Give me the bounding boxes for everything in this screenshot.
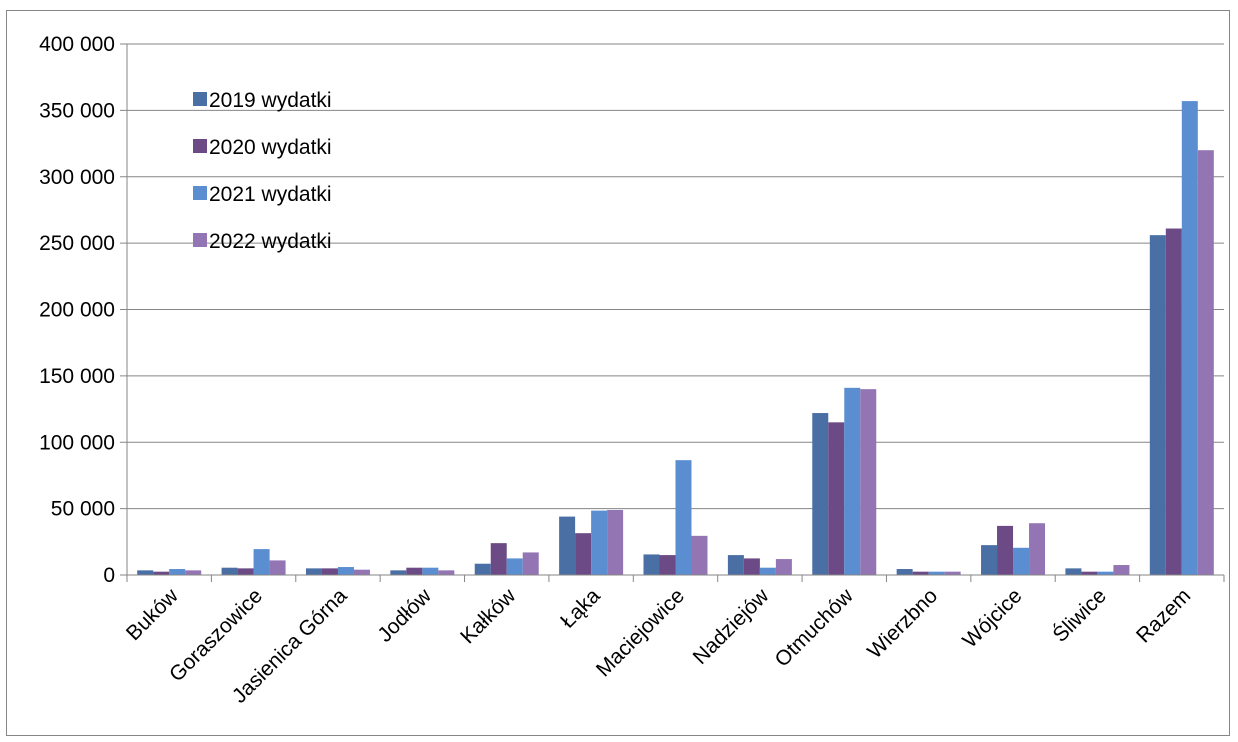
bar <box>390 570 407 575</box>
bar <box>305 568 322 575</box>
bar <box>1013 547 1030 575</box>
x-tick-label: Jodłów <box>373 584 436 647</box>
bar <box>1065 568 1082 575</box>
bar <box>1165 228 1182 575</box>
bar <box>575 533 592 575</box>
bar <box>474 563 491 575</box>
x-tick-label: Śliwice <box>1048 584 1111 647</box>
x-tick-label: Łąka <box>556 584 605 633</box>
bar <box>691 535 708 575</box>
y-tick-label: 150 000 <box>39 365 115 388</box>
legend-swatch <box>193 233 207 247</box>
bar <box>1029 523 1046 575</box>
legend-label: 2020 wydatki <box>209 136 332 159</box>
bars <box>137 101 1214 576</box>
bar <box>1181 101 1198 576</box>
x-tick-label: Wierzbno <box>863 584 942 663</box>
bar <box>506 558 523 575</box>
bar <box>353 569 370 575</box>
bar <box>812 413 829 575</box>
bar <box>137 570 154 575</box>
bar <box>659 555 676 575</box>
bar <box>522 552 539 575</box>
bar <box>896 569 913 575</box>
bar <box>1081 571 1098 575</box>
legend-label: 2019 wydatki <box>209 89 332 112</box>
bar <box>844 387 861 575</box>
bar <box>607 509 624 575</box>
bar <box>860 389 877 575</box>
x-tick-label: Razem <box>1132 584 1195 647</box>
x-tick-label: Buków <box>122 584 183 645</box>
bar <box>321 568 338 575</box>
bar <box>759 567 776 575</box>
bar <box>237 568 254 575</box>
bar <box>828 422 845 575</box>
legend-label: 2021 wydatki <box>209 183 332 206</box>
bar <box>643 554 660 575</box>
bar <box>675 460 692 575</box>
bar <box>559 516 576 575</box>
y-tick-label: 50 000 <box>51 498 115 521</box>
y-tick-labels: 0 50 000 100 000 150 000 200 000 250 000 300 0… <box>39 33 115 587</box>
x-tick-label: Otmuchów <box>771 584 859 672</box>
bar <box>253 549 270 575</box>
bar <box>438 570 455 575</box>
bar <box>1113 565 1130 575</box>
y-tick-label: 300 000 <box>39 166 115 189</box>
bar <box>169 569 186 575</box>
legend: 2019 wydatki 2020 wydatki 2021 wydatki 2022… <box>193 89 332 253</box>
chart-frame <box>6 10 1230 736</box>
y-tick-label: 350 000 <box>39 99 115 122</box>
y-tick-label: 100 000 <box>39 431 115 454</box>
bar <box>944 571 961 575</box>
bar <box>153 571 170 575</box>
legend-swatch <box>193 92 207 106</box>
y-tick-label: 250 000 <box>39 232 115 255</box>
bar <box>337 567 354 575</box>
bar <box>981 545 998 575</box>
bar <box>591 510 608 575</box>
bar <box>1149 235 1166 575</box>
axes <box>120 43 1225 582</box>
y-tick-label: 400 000 <box>39 33 115 56</box>
bar <box>928 571 945 575</box>
bar <box>269 560 286 575</box>
bar <box>1097 571 1114 575</box>
bar <box>727 555 744 575</box>
y-tick-label: 0 <box>103 564 115 587</box>
legend-swatch <box>193 186 207 200</box>
bar <box>422 567 439 575</box>
bar <box>1197 150 1214 575</box>
bar <box>185 570 202 575</box>
x-tick-label: Wójcice <box>958 584 1026 652</box>
bar <box>743 558 760 575</box>
bar <box>490 543 507 575</box>
gridlines <box>127 43 1224 510</box>
bar <box>997 525 1014 575</box>
x-tick-label: Maciejowice <box>592 584 689 681</box>
legend-label: 2022 wydatki <box>209 230 332 253</box>
bar <box>221 567 238 575</box>
bar <box>406 567 423 575</box>
bar <box>775 559 792 575</box>
y-tick-label: 200 000 <box>39 299 115 322</box>
x-tick-label: Nadziejów <box>689 584 774 669</box>
bar <box>912 571 929 575</box>
legend-swatch <box>193 139 207 153</box>
x-tick-label: Kałków <box>456 584 521 649</box>
